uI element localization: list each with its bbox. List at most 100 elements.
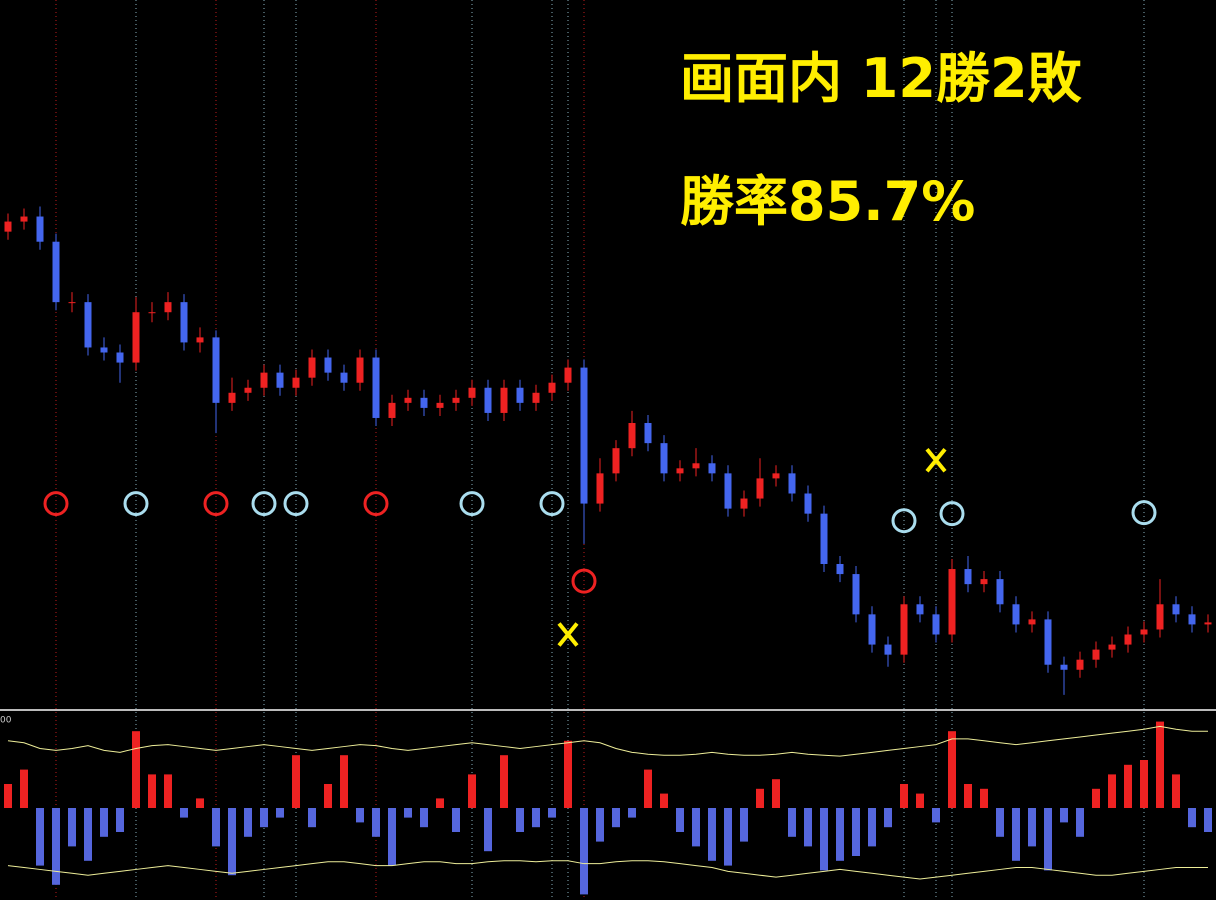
candle-body [1108, 644, 1116, 650]
signal-circle [459, 491, 485, 517]
histogram-bar [1204, 808, 1212, 832]
histogram-bar [292, 755, 300, 808]
candle-body [324, 357, 332, 373]
histogram-bar [1124, 764, 1132, 808]
candle-body [852, 574, 860, 615]
histogram-bar [516, 808, 524, 832]
candle-body [276, 372, 284, 388]
candle-body [644, 423, 652, 444]
histogram-bar [1156, 721, 1164, 808]
histogram-bar [468, 774, 476, 808]
candle-body [52, 241, 60, 303]
candle-body [452, 397, 460, 403]
candle-body [1124, 634, 1132, 645]
histogram-bar [532, 808, 540, 828]
candle-body [180, 302, 188, 343]
histogram-bar [932, 808, 940, 823]
histogram-bar [692, 808, 700, 847]
histogram-bar [724, 808, 732, 866]
histogram-bar [340, 755, 348, 808]
candle-body [628, 423, 636, 449]
histogram-bar [148, 774, 156, 808]
histogram-bar [116, 808, 124, 832]
histogram-bar [20, 769, 28, 808]
candle-body [580, 367, 588, 504]
candle-body [212, 337, 220, 403]
histogram-bar [132, 731, 140, 808]
candle-body [4, 221, 12, 232]
candle-body [292, 377, 300, 388]
candle-body [692, 463, 700, 469]
histogram-bar [612, 808, 620, 828]
candle-body [500, 387, 508, 413]
histogram-bar [420, 808, 428, 828]
annotation: 画面内 12勝2敗 [680, 47, 1083, 110]
signal-circle [251, 491, 277, 517]
candle-body [228, 392, 236, 403]
candle-body [980, 579, 988, 585]
candle-body [820, 513, 828, 564]
candle-body [868, 614, 876, 645]
histogram-bar [948, 731, 956, 808]
candle-body [388, 402, 396, 418]
candle-body [484, 387, 492, 413]
histogram-bar [84, 808, 92, 861]
candle-body [532, 392, 540, 403]
histogram-bar [196, 798, 204, 808]
candle-body [1140, 629, 1148, 635]
candle-body [884, 644, 892, 655]
histogram-bar [1188, 808, 1196, 828]
candle-body [932, 614, 940, 635]
histogram-bar [964, 784, 972, 808]
candle-body [756, 478, 764, 499]
histogram-bar [644, 769, 652, 808]
candle-body [740, 498, 748, 509]
candle-body [916, 604, 924, 615]
histogram-bar [244, 808, 252, 837]
histogram-bar [788, 808, 796, 837]
candle-body [196, 337, 204, 343]
histogram-bar [900, 784, 908, 808]
candle-body [20, 216, 28, 222]
histogram-bar [356, 808, 364, 823]
histogram-bar [756, 788, 764, 808]
histogram-bar [1172, 774, 1180, 808]
histogram-bar [180, 808, 188, 818]
signal-circle [571, 568, 597, 594]
histogram-bar [564, 740, 572, 808]
candle-body [548, 382, 556, 393]
histogram-bar [372, 808, 380, 837]
candle-body [964, 569, 972, 585]
candle-body [1012, 604, 1020, 625]
candle-body [596, 473, 604, 504]
band-line [7, 860, 1208, 880]
signal-circle [203, 491, 229, 517]
signal-circle [283, 491, 309, 517]
candle-body [372, 357, 380, 418]
candle-body [36, 216, 44, 242]
candle-body [132, 312, 140, 363]
histogram-bar [164, 774, 172, 808]
signal-circle [891, 508, 917, 534]
candle-body [788, 473, 796, 494]
histogram-bar [820, 808, 828, 871]
histogram-bar [36, 808, 44, 866]
histogram-bar [68, 808, 76, 847]
candle-body [836, 564, 844, 575]
candle-body [84, 302, 92, 348]
signal-circle [1131, 500, 1157, 526]
histogram-bar [596, 808, 604, 842]
candle-body [1156, 604, 1164, 630]
histogram-bar [996, 808, 1004, 837]
candle-body [1060, 664, 1068, 670]
candle-body [468, 387, 476, 398]
candle-body [1044, 619, 1052, 665]
histogram-bar [1092, 788, 1100, 808]
candle-body [1076, 659, 1084, 670]
histogram-bar [740, 808, 748, 842]
histogram-bar [916, 793, 924, 808]
histogram-bar [660, 793, 668, 808]
histogram-bar [260, 808, 268, 828]
histogram-bar [708, 808, 716, 861]
